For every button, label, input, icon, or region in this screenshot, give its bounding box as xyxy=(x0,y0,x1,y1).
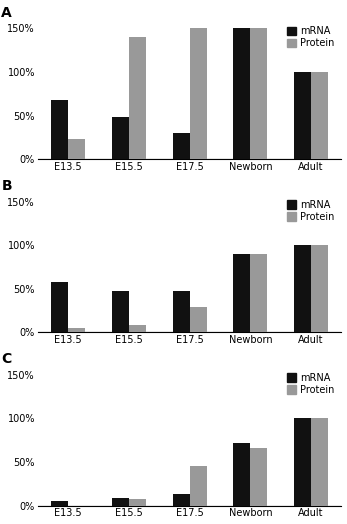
Legend: mRNA, Protein: mRNA, Protein xyxy=(285,198,337,224)
Bar xyxy=(51,282,68,332)
Bar xyxy=(173,494,189,506)
Legend: mRNA, Protein: mRNA, Protein xyxy=(285,371,337,397)
Text: B: B xyxy=(1,179,12,193)
Bar xyxy=(112,117,129,159)
Bar xyxy=(189,28,206,159)
Bar xyxy=(173,290,189,332)
Bar xyxy=(51,501,68,506)
Bar xyxy=(189,307,206,332)
Bar xyxy=(129,37,146,159)
Bar xyxy=(311,72,328,159)
Bar xyxy=(112,498,129,506)
Bar xyxy=(233,28,250,159)
Bar xyxy=(68,328,85,332)
Bar xyxy=(250,254,267,332)
Bar xyxy=(294,419,311,506)
Bar xyxy=(173,133,189,159)
Bar xyxy=(250,448,267,506)
Bar xyxy=(233,254,250,332)
Bar xyxy=(250,28,267,159)
Bar xyxy=(129,324,146,332)
Bar xyxy=(233,443,250,506)
Bar xyxy=(311,419,328,506)
Legend: mRNA, Protein: mRNA, Protein xyxy=(285,25,337,50)
Bar xyxy=(129,499,146,506)
Bar xyxy=(294,245,311,332)
Bar xyxy=(294,72,311,159)
Text: C: C xyxy=(1,352,12,366)
Bar xyxy=(68,139,85,159)
Bar xyxy=(51,100,68,159)
Text: A: A xyxy=(1,6,12,19)
Bar xyxy=(311,245,328,332)
Bar xyxy=(189,465,206,506)
Bar xyxy=(112,290,129,332)
